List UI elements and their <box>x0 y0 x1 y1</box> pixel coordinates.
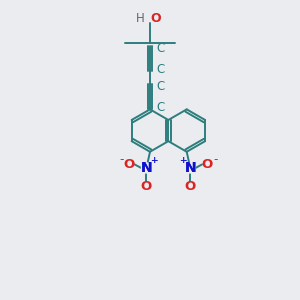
Text: C: C <box>157 62 165 76</box>
Text: C: C <box>157 101 165 114</box>
Text: N: N <box>141 161 152 175</box>
Text: C: C <box>157 42 165 55</box>
Circle shape <box>142 163 152 173</box>
Text: N: N <box>141 161 152 175</box>
Text: +: + <box>179 156 187 165</box>
Circle shape <box>185 163 195 173</box>
Text: +: + <box>150 156 158 165</box>
Text: O: O <box>150 13 160 26</box>
Text: N: N <box>184 161 196 175</box>
Text: +: + <box>150 156 158 165</box>
Text: O: O <box>184 180 196 193</box>
Text: O: O <box>124 158 135 171</box>
Text: H: H <box>136 13 145 26</box>
Text: -: - <box>213 153 218 166</box>
Text: +: + <box>179 156 187 165</box>
Text: O: O <box>202 158 213 171</box>
Text: -: - <box>119 153 123 166</box>
Text: C: C <box>157 80 165 93</box>
Text: O: O <box>141 180 152 193</box>
Text: N: N <box>184 161 196 175</box>
